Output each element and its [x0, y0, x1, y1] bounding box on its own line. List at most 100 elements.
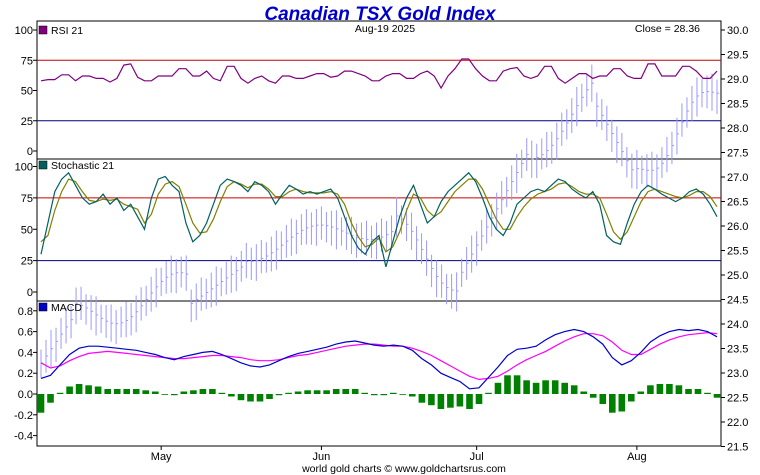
macd-histogram-bar: [209, 389, 216, 394]
macd-histogram-bar: [399, 394, 407, 395]
macd-histogram-bar: [504, 375, 511, 394]
macd-histogram-bar: [256, 394, 264, 402]
stochastic-legend-swatch: [38, 160, 48, 170]
macd-histogram-bar: [218, 392, 226, 394]
price-tick-label: 26.0: [727, 221, 748, 233]
macd-histogram-bar: [37, 394, 45, 413]
macd-histogram-bar: [542, 380, 549, 394]
macd-tick-label: 0.6: [18, 327, 33, 339]
macd-histogram-bar: [361, 392, 368, 394]
macd-histogram-bar: [123, 389, 130, 394]
stochastic-d-line: [40, 178, 718, 253]
macd-histogram-bar: [85, 385, 92, 394]
price-tick-label: 22.0: [727, 417, 748, 429]
macd-histogram-bar: [228, 394, 235, 397]
macd-tick-label: -0.4: [14, 431, 33, 443]
macd-histogram-bar: [437, 394, 445, 409]
price-tick-label: 26.5: [727, 197, 748, 209]
macd-histogram-bar: [628, 394, 635, 402]
price-tick-label: 25.5: [727, 246, 748, 258]
chart-date: Aug-19 2025: [355, 23, 415, 35]
macd-histogram-bar: [428, 394, 435, 406]
macd-histogram-bar: [371, 394, 378, 396]
rsi-tick-label: 100: [15, 25, 33, 37]
macd-histogram-bar: [180, 391, 188, 394]
macd-panel: [36, 300, 722, 447]
price-tick-label: 24.5: [727, 295, 748, 307]
price-tick-label: 23.0: [727, 368, 748, 380]
macd-histogram-bar: [513, 375, 521, 394]
stochastic-tick-label: 0: [27, 287, 33, 299]
stochastic-tick-label: 25: [21, 256, 33, 268]
macd-histogram-bar: [390, 392, 397, 394]
x-tick-label: Aug: [627, 451, 647, 463]
footer-credit: world gold charts © www.goldchartsrus.co…: [301, 463, 506, 475]
macd-histogram-bar: [142, 390, 149, 394]
x-tick-label: May: [151, 451, 172, 463]
macd-histogram-bar: [304, 390, 311, 394]
macd-histogram-bar: [171, 394, 178, 396]
rsi-tick-label: 75: [21, 55, 33, 67]
macd-histogram-bar: [675, 385, 683, 394]
macd-histogram-bar: [66, 386, 73, 394]
macd-histogram-bar: [656, 384, 664, 394]
rsi-panel: [36, 20, 722, 160]
macd-histogram-bar: [104, 389, 111, 394]
rsi-legend-label: RSI 21: [51, 25, 83, 37]
macd-histogram-bar: [294, 391, 302, 394]
stochastic-tick-label: 50: [21, 224, 33, 236]
macd-histogram-bar: [190, 390, 197, 394]
macd-histogram-bar: [56, 392, 64, 394]
macd-histogram-bar: [152, 391, 159, 394]
rsi-tick-label: 50: [21, 86, 33, 98]
macd-histogram-bar: [713, 394, 721, 398]
macd-histogram-bar: [313, 390, 321, 394]
macd-histogram-bar: [94, 386, 102, 394]
macd-histogram-bar: [523, 380, 530, 394]
macd-histogram-bar: [685, 389, 692, 394]
price-tick-label: 25.0: [727, 270, 748, 282]
macd-histogram-bar: [475, 394, 483, 404]
price-tick-label: 23.5: [727, 344, 748, 356]
macd-histogram-bar: [323, 390, 330, 394]
macd-histogram-bar: [580, 391, 587, 394]
price-tick-label: 22.5: [727, 393, 748, 405]
macd-histogram-bar: [47, 394, 54, 403]
macd-histogram-bar: [275, 394, 283, 396]
macd-histogram-bar: [704, 392, 711, 394]
price-tick-label: 21.5: [727, 442, 748, 454]
price-tick-label: 24.0: [727, 319, 748, 331]
macd-histogram-bar: [647, 385, 654, 394]
close-label: Close = 28.36: [635, 23, 700, 35]
stochastic-k-line: [40, 171, 718, 268]
price-tick-label: 28.5: [727, 99, 748, 111]
macd-histogram-bar: [570, 385, 578, 394]
macd-tick-label: -0.2: [14, 410, 33, 422]
x-tick-label: Jun: [313, 451, 331, 463]
macd-histogram-bar: [637, 391, 645, 394]
stochastic-tick-label: 75: [21, 193, 33, 205]
macd-histogram-bar: [666, 384, 673, 394]
price-tick-label: 27.0: [727, 172, 748, 184]
price-tick-label: 29.5: [727, 50, 748, 62]
rsi-legend-swatch: [38, 25, 48, 35]
macd-histogram-bar: [456, 394, 464, 407]
macd-histogram-bar: [332, 389, 340, 394]
macd-histogram-bar: [561, 382, 568, 394]
macd-histogram-bar: [132, 389, 140, 394]
macd-histogram-bar: [380, 394, 388, 396]
rsi-line: [40, 58, 718, 90]
x-tick-label: Jul: [470, 451, 484, 463]
stochastic-panel: [36, 158, 722, 302]
macd-tick-label: 0.4: [18, 347, 33, 359]
macd-histogram-bar: [199, 389, 207, 394]
stochastic-legend-label: Stochastic 21: [51, 160, 114, 172]
macd-histogram-bar: [247, 394, 254, 402]
macd-histogram-bar: [237, 394, 245, 401]
macd-histogram-bar: [266, 394, 273, 399]
macd-histogram-bar: [113, 389, 121, 394]
macd-histogram-bar: [75, 384, 83, 394]
macd-histogram-bar: [494, 382, 502, 394]
macd-histogram-bar: [342, 389, 349, 394]
